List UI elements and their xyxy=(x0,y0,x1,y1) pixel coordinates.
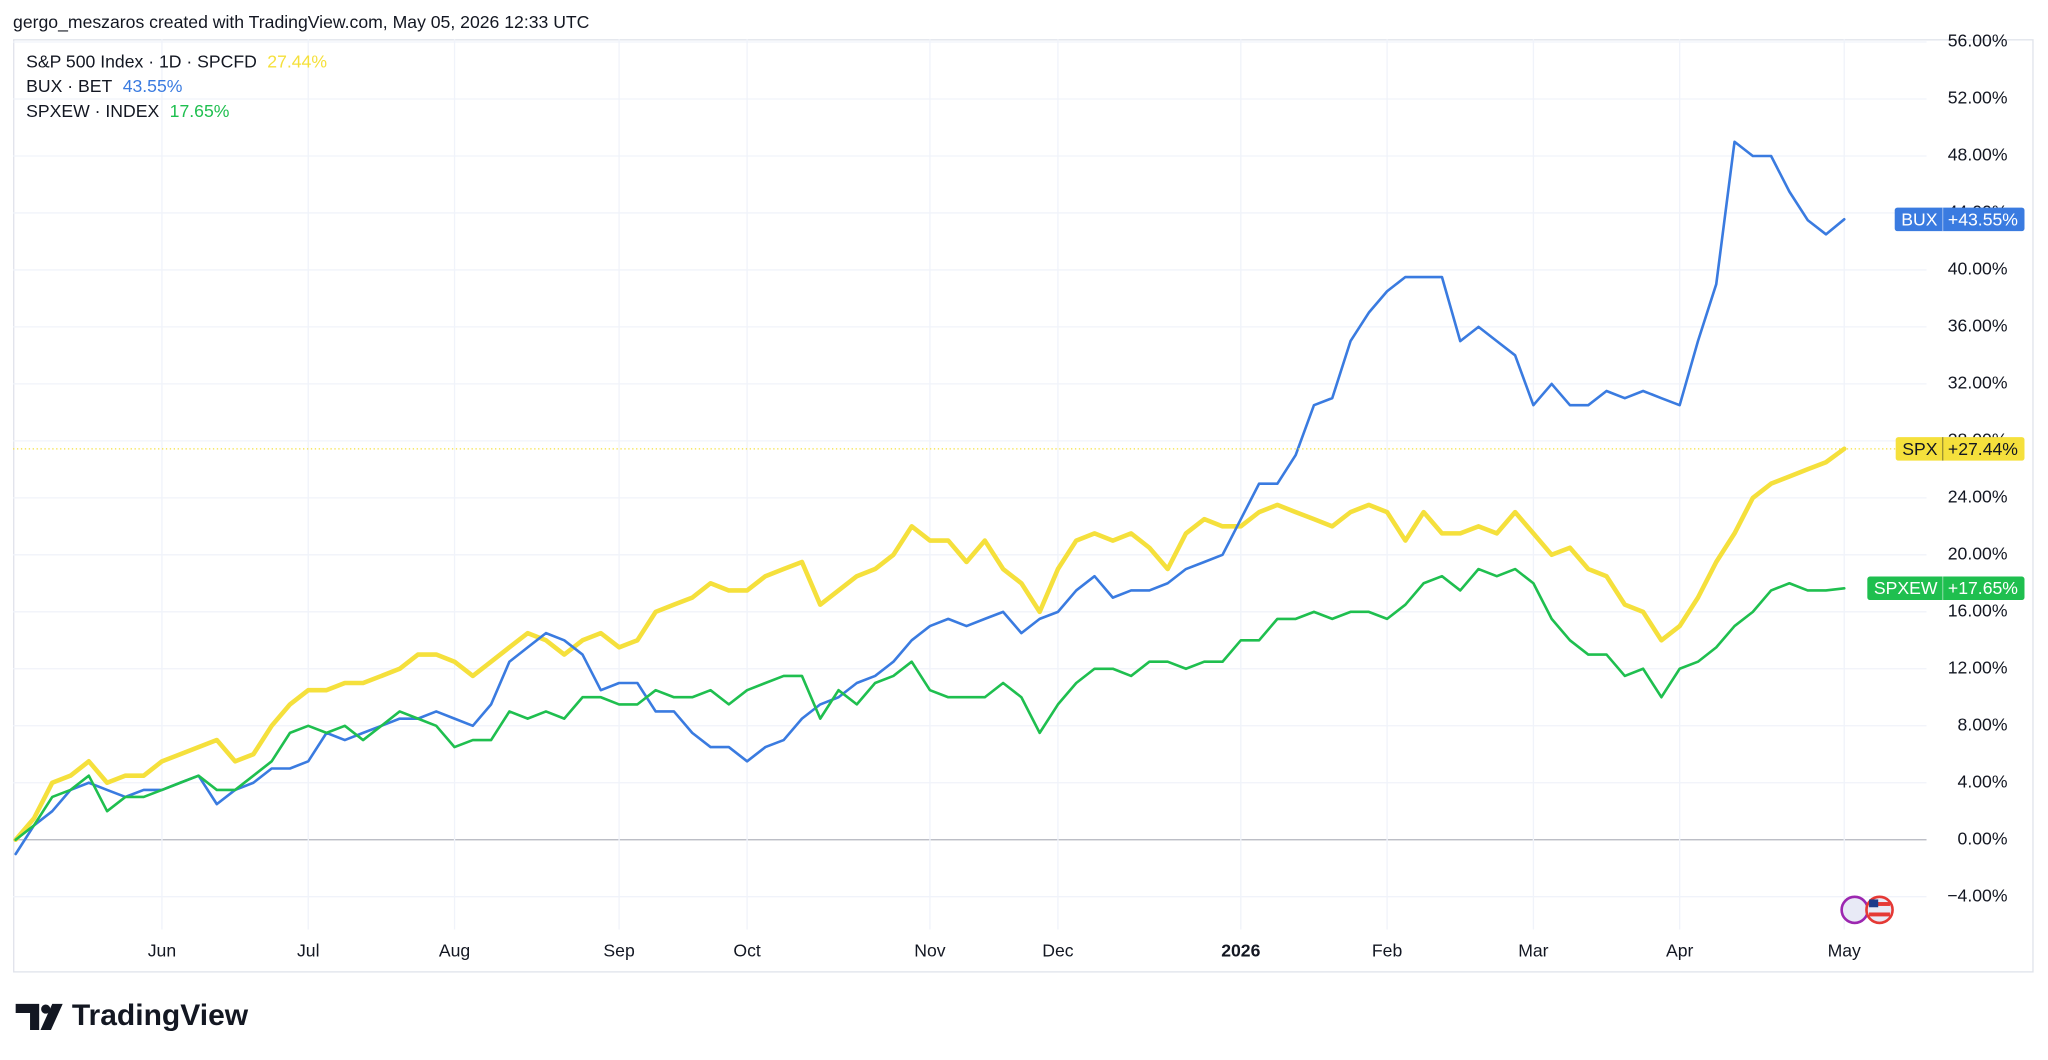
y-tick-label: 12.00% xyxy=(1948,657,2008,677)
y-tick-label: 8.00% xyxy=(1958,714,2008,734)
y-tick-label: 48.00% xyxy=(1948,145,2008,165)
x-tick-label: Sep xyxy=(603,940,635,960)
legend-value: 27.44% xyxy=(267,51,327,71)
price-tag-box xyxy=(1867,576,2025,601)
x-tick-label: Aug xyxy=(439,940,470,960)
grid-layer xyxy=(13,39,1927,930)
legend-name: SPXEW · INDEX xyxy=(26,101,159,121)
y-tick-label: 52.00% xyxy=(1948,88,2008,108)
price-tag-value: +17.65% xyxy=(1948,578,2018,598)
series-line xyxy=(14,567,1846,842)
logo-mark xyxy=(15,1003,40,1030)
legend-name: BUX · BET xyxy=(26,76,112,96)
tag-layer: SPX +27.44% BUX +43.55% SPXEW +17.65% xyxy=(13,207,2025,601)
axis-layer: −4.00% 0.00% 4.00% 8.00% 12.00% 16.00% 20.00% 2… xyxy=(148,31,2008,961)
x-tick-label: Apr xyxy=(1666,940,1694,960)
y-tick-label: −4.00% xyxy=(1947,885,2008,905)
x-tick-label: May xyxy=(1828,940,1861,960)
line-layer xyxy=(13,140,1847,856)
y-tick-label: 4.00% xyxy=(1958,771,2008,791)
price-tag-value: +27.44% xyxy=(1948,439,2018,459)
x-tick-label: Nov xyxy=(914,940,946,960)
price-tag-name: SPXEW xyxy=(1874,578,1938,598)
y-tick-label: 20.00% xyxy=(1948,543,2008,563)
y-tick-label: 0.00% xyxy=(1958,828,2008,848)
price-tag: BUX +43.55% xyxy=(1894,207,2025,232)
x-tick-label: Feb xyxy=(1372,940,1403,960)
x-tick-label: Jun xyxy=(148,940,176,960)
series-line xyxy=(13,446,1847,843)
legend-value: 43.55% xyxy=(123,76,183,96)
legend-name: S&P 500 Index · 1D · SPCFD xyxy=(26,51,257,71)
y-tick-label: 56.00% xyxy=(1948,31,2008,51)
logo-text: TradingView xyxy=(72,999,249,1032)
market-flags xyxy=(1840,895,1894,925)
y-tick-label: 24.00% xyxy=(1948,487,2008,507)
price-tag-name: BUX xyxy=(1901,209,1937,229)
logo: TradingView xyxy=(15,999,249,1032)
y-tick-label: 40.00% xyxy=(1948,259,2008,279)
y-tick-label: 36.00% xyxy=(1948,316,2008,336)
y-tick-label: 32.00% xyxy=(1948,373,2008,393)
price-tag-box xyxy=(1895,437,2025,461)
logo-mark xyxy=(41,1004,51,1014)
x-tick-label: Oct xyxy=(733,940,761,960)
price-tag-box xyxy=(1894,207,2025,232)
price-tag-value: +43.55% xyxy=(1948,209,2018,229)
x-tick-label: Mar xyxy=(1518,940,1548,960)
series-line xyxy=(14,140,1846,856)
legend-value: 17.65% xyxy=(170,101,230,121)
x-tick-label: 2026 xyxy=(1221,940,1260,960)
chart-frame xyxy=(13,39,2034,973)
price-tag: SPXEW +17.65% xyxy=(1867,576,2025,601)
logo-mark xyxy=(40,1003,63,1030)
price-tag: SPX +27.44% xyxy=(1895,437,2025,461)
legend-layer: S&P 500 Index · 1D · SPCFD 27.44% BUX · BE… xyxy=(26,51,327,121)
header-title: gergo_meszaros created with TradingView.… xyxy=(13,12,590,33)
x-tick-label: Dec xyxy=(1042,940,1074,960)
y-tick-label: 16.00% xyxy=(1948,600,2008,620)
price-tag-name: SPX xyxy=(1902,439,1938,459)
x-tick-label: Jul xyxy=(297,940,320,960)
